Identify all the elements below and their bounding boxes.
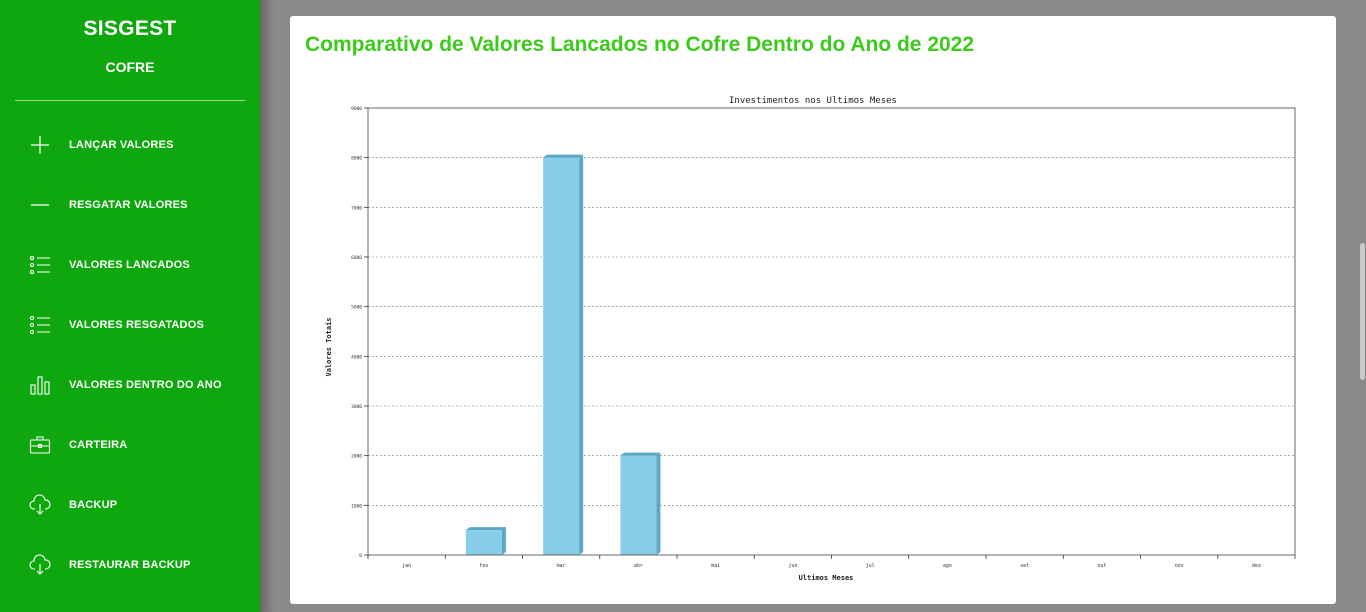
chart-grid — [368, 108, 1295, 505]
briefcase-icon — [28, 433, 52, 457]
list-icon — [28, 313, 52, 337]
y-tick-label: 2000 — [351, 454, 362, 460]
x-tick-label: jan — [402, 563, 411, 569]
sidebar-item-label: CARTEIRA — [69, 439, 127, 451]
x-tick-label: fev — [479, 563, 488, 569]
y-tick-label: 4000 — [351, 354, 362, 360]
x-tick-label: mai — [711, 563, 720, 569]
main-panel: Comparativo de Valores Lancados no Cofre… — [290, 16, 1336, 604]
chart-axes — [368, 108, 1295, 555]
chart-bars — [466, 155, 661, 555]
x-tick-label: abr — [634, 563, 643, 569]
minus-icon — [28, 193, 52, 217]
x-tick-label: set — [1020, 563, 1029, 569]
bar-chart: Investimentos nos Ultimos Meses Valores … — [310, 86, 1330, 596]
chart-y-axis-label: Valores Totais — [325, 317, 333, 376]
bar — [543, 158, 579, 555]
list-icon — [28, 253, 52, 277]
chart-title: Investimentos nos Ultimos Meses — [729, 96, 897, 106]
x-tick-label: mar — [557, 563, 566, 569]
x-tick-label: jun — [788, 563, 797, 569]
y-tick-label: 7000 — [351, 205, 362, 211]
sidebar-item-label: BACKUP — [69, 499, 117, 511]
bar-fev — [466, 527, 506, 555]
sidebar-item-label: LANÇAR VALORES — [69, 139, 174, 151]
sidebar-item-label: RESTAURAR BACKUP — [69, 559, 191, 571]
y-tick-label: 1000 — [351, 503, 362, 509]
page-scrollbar[interactable] — [1360, 243, 1365, 380]
y-tick-label: 0 — [359, 553, 362, 559]
cloud-download-icon — [28, 553, 52, 577]
x-tick-label: jul — [866, 563, 875, 569]
bar-side — [502, 527, 506, 555]
sidebar: SISGEST COFRE LANÇAR VALORES RESGATAR VA… — [0, 0, 260, 612]
y-tick-label: 5000 — [351, 305, 362, 311]
y-tick-label: 8000 — [351, 156, 362, 162]
chart-x-ticks: jan fev mar abr mai jun jul ago set out nov dez — [368, 555, 1295, 569]
sidebar-item-carteira[interactable]: CARTEIRA — [0, 415, 260, 475]
plus-icon — [28, 133, 52, 157]
chart-x-axis-label: Ultimos Meses — [799, 574, 854, 582]
cloud-download-icon — [28, 493, 52, 517]
sidebar-item-valores-resgatados[interactable]: VALORES RESGATADOS — [0, 295, 260, 355]
bar-side — [656, 453, 660, 555]
bar-side — [579, 155, 583, 555]
sidebar-shadow — [260, 0, 274, 612]
sidebar-item-label: VALORES RESGATADOS — [69, 319, 204, 331]
sidebar-item-resgatar-valores[interactable]: RESGATAR VALORES — [0, 175, 260, 235]
x-tick-label: out — [1097, 563, 1106, 569]
y-tick-label: 9000 — [351, 106, 362, 112]
sidebar-item-lancar-valores[interactable]: LANÇAR VALORES — [0, 115, 260, 175]
y-tick-label: 3000 — [351, 404, 362, 410]
sidebar-item-valores-dentro-do-ano[interactable]: VALORES DENTRO DO ANO — [0, 355, 260, 415]
sidebar-divider — [15, 100, 245, 101]
bar — [466, 530, 502, 555]
sidebar-item-label: VALORES LANCADOS — [69, 259, 190, 271]
sidebar-item-valores-lancados[interactable]: VALORES LANCADOS — [0, 235, 260, 295]
page-title: Comparativo de Valores Lancados no Cofre… — [305, 33, 974, 57]
chart-y-ticks: 0 1000 2000 3000 4000 5000 6000 7000 8000 9000 — [351, 106, 368, 559]
bar — [620, 456, 656, 555]
x-tick-label: ago — [943, 563, 952, 569]
sidebar-menu: LANÇAR VALORES RESGATAR VALORES VALORES … — [0, 115, 260, 595]
plot-frame — [368, 108, 1295, 555]
sidebar-item-label: RESGATAR VALORES — [69, 199, 188, 211]
sidebar-item-restaurar-backup[interactable]: RESTAURAR BACKUP — [0, 535, 260, 595]
sidebar-item-backup[interactable]: BACKUP — [0, 475, 260, 535]
bar-mar — [543, 155, 583, 555]
bar-top — [466, 527, 506, 530]
app-brand: SISGEST — [0, 17, 260, 41]
bar-top — [543, 155, 583, 158]
x-tick-label: dez — [1252, 563, 1261, 569]
sidebar-item-label: VALORES DENTRO DO ANO — [69, 379, 222, 391]
bar-chart-icon — [28, 373, 52, 397]
bar-abr — [620, 453, 660, 555]
app-subbrand: COFRE — [0, 59, 260, 75]
bar-top — [620, 453, 660, 456]
y-tick-label: 6000 — [351, 255, 362, 261]
x-tick-label: nov — [1175, 563, 1184, 569]
